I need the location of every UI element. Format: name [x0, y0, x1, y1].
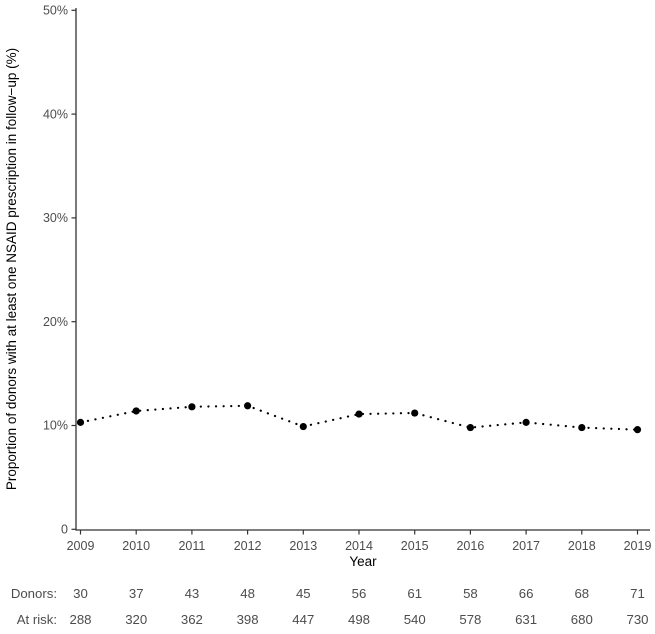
x-tick-label: 2017 [512, 539, 540, 553]
risk-table-value: 362 [181, 612, 203, 627]
x-tick-label: 2014 [345, 539, 373, 553]
data-point [633, 426, 642, 434]
risk-table-value: 48 [240, 586, 255, 601]
data-point [466, 423, 474, 432]
risk-table-value: 66 [519, 586, 534, 601]
risk-table-value: 680 [571, 612, 593, 627]
data-point [244, 402, 252, 410]
risk-table-value: 730 [626, 612, 648, 627]
y-tick-label: 20% [43, 315, 68, 329]
data-point [411, 409, 419, 417]
x-tick-label: 2009 [67, 539, 95, 553]
y-tick-label: 30% [43, 211, 68, 225]
x-tick-label: 2019 [624, 539, 652, 553]
data-point [76, 418, 85, 426]
risk-table-value: 320 [125, 612, 147, 627]
risk-table-value: 56 [352, 586, 367, 601]
x-tick-label: 2016 [456, 539, 484, 553]
y-tick-label: 40% [43, 107, 68, 121]
x-tick-label: 2010 [122, 539, 150, 553]
x-tick-label: 2015 [401, 539, 429, 553]
risk-table-value: 398 [237, 612, 259, 627]
risk-table-value: 58 [463, 586, 478, 601]
risk-table-value: 61 [407, 586, 422, 601]
data-point [522, 418, 530, 426]
risk-table-value: 578 [459, 612, 481, 627]
risk-table-value: 30 [73, 586, 88, 601]
data-point [188, 403, 196, 411]
trend-line [79, 404, 639, 431]
x-tick-label: 2013 [289, 539, 317, 553]
risk-table-value: 288 [69, 612, 91, 627]
risk-table-value: 498 [348, 612, 370, 627]
y-tick-label: 10% [43, 419, 68, 433]
risk-table-value: 37 [129, 586, 144, 601]
data-point [132, 407, 140, 415]
data-point [355, 410, 363, 418]
data-point [578, 423, 586, 432]
risk-table-value: 71 [630, 586, 645, 601]
x-tick-label: 2012 [234, 539, 262, 553]
x-axis-title: Year [349, 554, 377, 569]
risk-table-row-label: At risk: [17, 612, 57, 627]
y-axis-title: Proportion of donors with at least one N… [4, 48, 19, 490]
x-tick-label: 2018 [568, 539, 596, 553]
data-point [299, 422, 307, 431]
x-tick-label: 2011 [178, 539, 205, 553]
risk-table-row-label: Donors: [11, 586, 57, 601]
risk-table-value: 447 [292, 612, 314, 627]
y-tick-label: 50% [43, 4, 68, 18]
y-tick-label: 0 [61, 523, 68, 537]
risk-table-value: 540 [404, 612, 426, 627]
risk-table-value: 631 [515, 612, 537, 627]
risk-table-value: 68 [574, 586, 589, 601]
risk-table-value: 45 [296, 586, 311, 601]
risk-table-value: 43 [185, 586, 200, 601]
